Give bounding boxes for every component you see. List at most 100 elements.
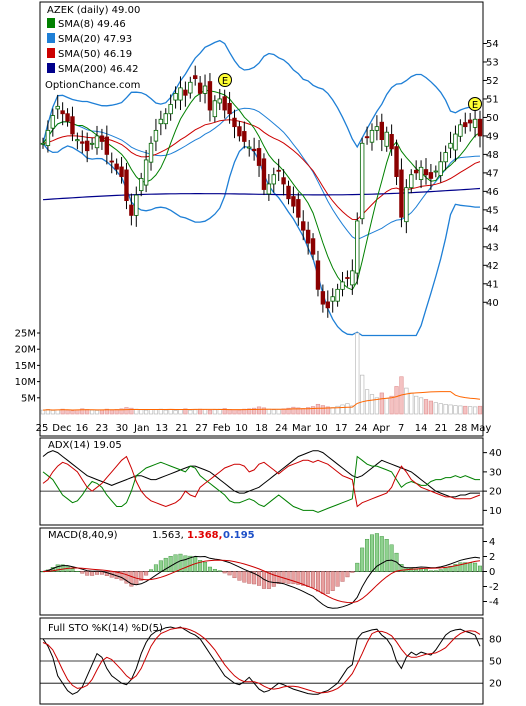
volume-bar [335,405,340,415]
volume-bar [163,409,168,415]
candle-body [409,174,414,189]
x-axis-label: 23 [95,423,108,434]
candle-body [163,113,168,125]
macd-histogram-bar [247,571,252,584]
candle-body [310,238,316,255]
macd-histogram-bar [453,564,458,572]
volume-bar [364,389,370,415]
volume-bar [227,409,232,415]
candle-body [139,178,144,192]
candle-body [458,124,463,137]
candle-body [50,115,56,129]
macd-histogram-bar [80,571,85,574]
earnings-marker [468,97,482,111]
candle-body [70,116,75,135]
candle-body [89,142,95,145]
earnings-marker-label: E [472,100,478,111]
macd-histogram-bar [428,570,433,572]
x-axis-label: Apr [373,423,391,434]
candle-body [355,220,360,274]
volume-bar [384,398,389,415]
candle-body [399,169,404,218]
macd-histogram-bar [473,562,478,572]
macd-histogram-bar [365,538,370,572]
macd-histogram-bar [119,571,124,581]
candle-body [276,169,281,172]
candle-body [80,141,85,144]
x-axis-label: 10 [235,423,248,434]
price-ytick-label: 54 [486,39,499,50]
candle-body [301,221,306,231]
macd-histogram-bar [315,571,320,592]
price-ytick-label: 42 [486,261,499,272]
candle-body [247,146,252,149]
volume-bar [183,408,188,415]
volume-bar [325,406,330,415]
price-ytick-label: 44 [486,224,499,235]
x-axis-label: 7 [398,423,404,434]
price-ytick-label: 52 [486,76,499,87]
x-axis-label: 30 [115,423,128,434]
volume-bar [232,409,237,415]
volume-bar [252,407,257,415]
candle-body [374,126,380,131]
macd-signal-value: 1.368, [187,530,222,541]
candle-body [423,169,429,176]
bollinger-upper-band [42,39,481,149]
macd-value: 1.563, [152,530,184,541]
volume-bar [261,407,267,415]
macd-line [42,555,481,609]
volume-bar [153,409,159,415]
macd-histogram-bar [448,565,453,572]
macd-histogram-bar [384,539,389,572]
macd-histogram-bar [276,571,281,584]
candle-body [340,281,345,290]
volume-bar [80,408,85,415]
legend-swatch [47,33,55,43]
candle-body [325,301,330,309]
volume-bar [90,409,95,415]
macd-histogram-bar [468,562,473,572]
volume-bar [423,399,429,415]
candle-body [291,196,296,207]
candle-body [45,129,51,146]
macd-histogram-bar [217,570,222,572]
macd-hist-value: 0.195 [223,530,255,541]
macd-histogram-bar [129,571,134,587]
volume-bar [124,407,129,415]
volume-bar [129,407,134,415]
macd-histogram-bar [144,571,149,576]
sma200-line [42,187,481,201]
macd-histogram-bar [149,569,154,572]
earnings-marker-label: E [222,76,228,87]
candle-body [345,277,350,279]
candle-body [232,117,237,128]
adx-ytick-label: 30 [489,467,502,478]
volume-bar [404,387,409,415]
candle-body [453,133,458,151]
volume-bar [139,409,144,415]
volume-bar [60,408,65,415]
candle-body [404,187,409,223]
volume-bar [369,394,375,415]
candle-body [148,142,154,163]
macd-histogram-bar [423,569,428,572]
x-axis-label: 21 [435,423,448,434]
volume-bar [94,410,100,415]
candle-body [222,96,227,111]
candle-body [158,118,164,125]
volume-bar [207,409,213,415]
sto-label: Full STO %K(14) %D(5) [48,623,163,634]
x-axis-label: 27 [195,423,208,434]
candle-body [472,118,478,128]
candle-body [114,163,119,170]
macd-label: MACD(8,40,9) [48,530,118,541]
adx-frame [39,437,484,526]
x-axis-label: 16 [76,423,89,434]
candle-body [202,85,208,94]
candle-body [261,158,267,190]
macd-histogram-bar [463,562,468,572]
volume-bar [188,409,193,415]
macd-histogram-bar [85,571,90,576]
macd-histogram-bar [95,571,100,575]
